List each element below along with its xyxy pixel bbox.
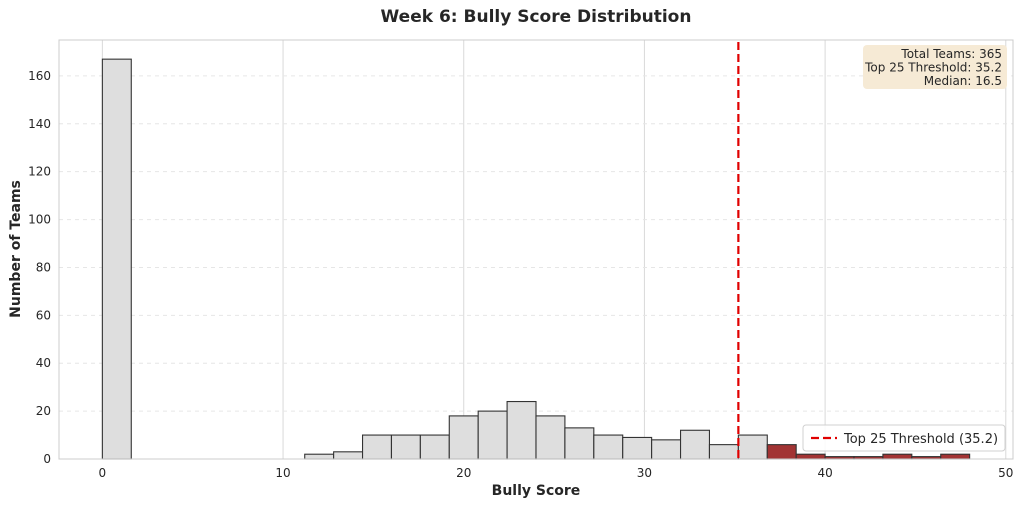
x-axis-label: Bully Score: [492, 483, 581, 499]
histogram-bar: [651, 439, 682, 460]
x-tick-label: 30: [637, 466, 652, 480]
y-tick-label: 20: [36, 404, 51, 418]
histogram-bar: [448, 415, 479, 460]
histogram-bar: [679, 429, 711, 460]
histogram-bar: [622, 436, 653, 460]
x-tick-label: 20: [456, 466, 471, 480]
stats-box-line: Median: 16.5: [924, 74, 1002, 88]
histogram-bar: [506, 400, 537, 460]
histogram-bar: [593, 434, 624, 460]
histogram-bar-top25: [940, 453, 971, 460]
histogram-bar-top25: [882, 453, 913, 460]
histogram-bar: [390, 434, 421, 460]
x-tick-label: 50: [998, 466, 1013, 480]
histogram-bar: [304, 453, 335, 460]
histogram-bar: [708, 444, 739, 460]
x-tick-label: 40: [817, 466, 832, 480]
histogram-bar: [361, 434, 393, 460]
y-tick-label: 60: [36, 308, 51, 322]
histogram-bar: [535, 415, 566, 460]
histogram-bar: [564, 427, 595, 460]
plot-frame: [58, 39, 1014, 460]
stats-box-line: Top 25 Threshold: 35.2: [864, 61, 1002, 75]
histogram-bar: [477, 410, 508, 460]
chart-title: Week 6: Bully Score Distribution: [381, 7, 692, 27]
legend-box: [802, 424, 1006, 452]
y-tick-label: 0: [43, 452, 51, 466]
legend-label: Top 25 Threshold (35.2): [843, 432, 998, 447]
histogram-bar: [419, 434, 450, 460]
y-axis-label: Number of Teams: [8, 180, 24, 318]
y-tick-label: 40: [36, 356, 51, 370]
y-tick-label: 160: [28, 69, 51, 83]
y-tick-label: 80: [36, 260, 51, 274]
y-tick-label: 120: [28, 165, 51, 179]
x-tick-label: 0: [99, 466, 107, 480]
x-tick-label: 10: [275, 466, 290, 480]
y-tick-label: 140: [28, 117, 51, 131]
histogram-bar: [333, 451, 364, 460]
histogram-bar-top25: [766, 444, 797, 460]
stats-box: [863, 45, 1007, 89]
plot-area: [59, 40, 1013, 459]
stats-box-line: Total Teams: 365: [900, 47, 1002, 61]
histogram-bar-top25: [795, 453, 826, 460]
y-tick-label: 100: [28, 213, 51, 227]
histogram-bar: [101, 58, 132, 460]
histogram-bar: [737, 434, 768, 460]
